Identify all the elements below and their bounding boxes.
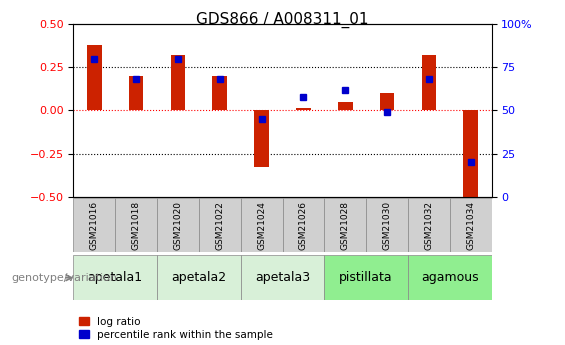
Text: GSM21034: GSM21034 [466, 200, 475, 250]
Text: agamous: agamous [421, 271, 479, 284]
Text: apetala2: apetala2 [171, 271, 227, 284]
Bar [450, 198, 492, 252]
Bar [129, 76, 144, 110]
Bar [324, 198, 366, 252]
Bar [338, 102, 353, 110]
Bar [199, 198, 241, 252]
Text: GSM21026: GSM21026 [299, 200, 308, 250]
Bar [366, 198, 408, 252]
Bar [212, 76, 227, 110]
Text: GSM21016: GSM21016 [90, 200, 99, 250]
Bar [282, 198, 324, 252]
Bar [157, 255, 241, 300]
Bar [408, 255, 492, 300]
Text: GSM21022: GSM21022 [215, 201, 224, 249]
Bar [241, 198, 282, 252]
Text: GSM21030: GSM21030 [383, 200, 392, 250]
Bar [73, 198, 115, 252]
Text: apetala3: apetala3 [255, 271, 310, 284]
Legend: log ratio, percentile rank within the sample: log ratio, percentile rank within the sa… [79, 317, 273, 340]
Text: genotype/variation: genotype/variation [11, 273, 118, 283]
Bar [296, 108, 311, 110]
Text: GSM21018: GSM21018 [132, 200, 141, 250]
Text: GSM21020: GSM21020 [173, 200, 182, 250]
Bar [241, 255, 324, 300]
Text: apetala1: apetala1 [88, 271, 143, 284]
Bar [408, 198, 450, 252]
Text: GSM21024: GSM21024 [257, 201, 266, 249]
Text: GSM21032: GSM21032 [424, 200, 433, 250]
Bar [324, 255, 408, 300]
Bar [87, 45, 102, 110]
Bar [171, 55, 185, 110]
Bar [157, 198, 199, 252]
Text: pistillata: pistillata [340, 271, 393, 284]
Bar [421, 55, 436, 110]
Bar [115, 198, 157, 252]
Bar [463, 110, 478, 197]
Bar [73, 255, 157, 300]
Bar [380, 93, 394, 110]
Text: GDS866 / A008311_01: GDS866 / A008311_01 [196, 12, 369, 28]
Bar [254, 110, 269, 167]
Text: GSM21028: GSM21028 [341, 200, 350, 250]
